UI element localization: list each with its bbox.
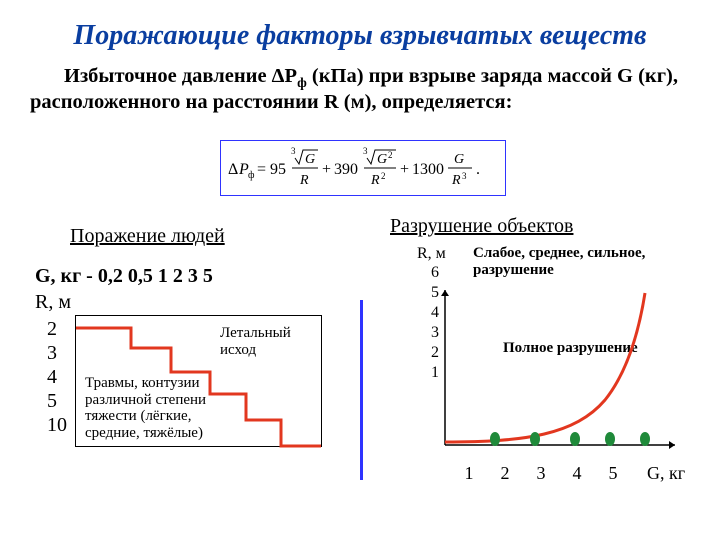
svg-text:3: 3 [462,171,467,181]
svg-text:G: G [377,152,387,167]
formula-svg: ΔPф=953GR+3903G2R2+1300GR3. [224,144,502,192]
svg-text:Δ: Δ [228,161,238,178]
r-tick: 4 [47,365,67,389]
svg-text:95: 95 [270,161,286,178]
formula-box: ΔPф=953GR+3903G2R2+1300GR3. [220,140,506,196]
right-chart: R, м 6 54321 Слабое, среднее, сильное, ра… [395,245,715,525]
r-tick: 5 [47,389,67,413]
r-ticks: 234510 [47,317,67,437]
svg-text:ф: ф [248,170,255,181]
r-tick: 3 [47,341,67,365]
right-chart-svg [405,285,685,455]
destruction-levels-label: Слабое, среднее, сильное, разрушение [473,245,663,278]
r-tick: 10 [47,413,67,437]
rc-x-tick: 1 [451,463,487,484]
rc-x-tick: 3 [523,463,559,484]
svg-text:390: 390 [334,161,358,178]
right-section-title: Разрушение объектов [390,215,573,238]
svg-text:=: = [257,161,266,178]
svg-text:3: 3 [363,146,368,156]
r-tick: 2 [47,317,67,341]
svg-text:G: G [454,152,464,167]
description-text: Избыточное давление ΔPф (кПа) при взрыве… [30,64,690,115]
page-title: Поражающие факторы взрывчатых веществ [0,20,720,52]
svg-text:2: 2 [388,150,393,160]
desc-pre: Избыточное давление ΔP [64,65,297,87]
rc-y-label: R, м [417,245,446,263]
rc-y-tick: 6 [425,263,439,283]
svg-text:1300: 1300 [412,161,444,178]
svg-text:+: + [400,161,409,178]
svg-text:R: R [299,173,309,188]
lethal-outcome-label: Летальный исход [220,325,315,358]
left-section-title: Поражение людей [70,225,225,248]
svg-text:2: 2 [381,171,386,181]
rc-x-tick: 2 [487,463,523,484]
svg-text:R: R [451,173,461,188]
g-row: G, кг - 0,2 0,5 1 2 3 5 [35,265,213,288]
vertical-divider [360,300,363,480]
svg-text:+: + [322,161,331,178]
svg-text:R: R [370,173,380,188]
rc-x-label: G, кг [647,463,685,484]
left-chart: G, кг - 0,2 0,5 1 2 3 5 R, м 234510 Лета… [35,265,335,515]
rc-x-ticks: 12345 [451,463,631,484]
rc-x-tick: 5 [595,463,631,484]
desc-sub: ф [297,76,307,91]
rc-x-tick: 4 [559,463,595,484]
svg-text:.: . [476,161,480,178]
injuries-label: Травмы, контузии различной степени тяжес… [85,375,235,441]
svg-text:3: 3 [291,146,296,156]
svg-text:G: G [305,152,315,167]
r-axis-label: R, м [35,291,71,314]
